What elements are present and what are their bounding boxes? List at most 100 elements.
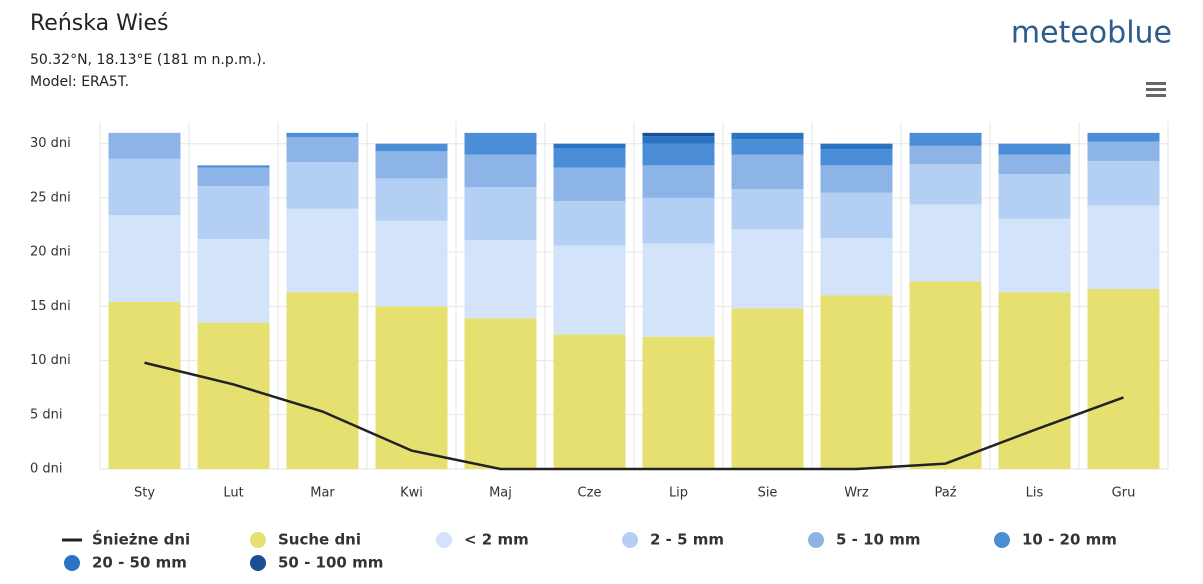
bar-segment: [820, 149, 893, 166]
legend-symbol: [436, 532, 452, 548]
x-tick-label: Cze: [578, 486, 602, 501]
bar-segment: [464, 318, 537, 469]
bar-segment: [909, 281, 982, 469]
legend-symbol: [994, 532, 1010, 548]
y-tick-label: 25 dni: [30, 190, 71, 205]
bar-segment: [731, 154, 804, 190]
x-tick-label: Kwi: [400, 486, 423, 501]
legend-symbol: [808, 532, 824, 548]
bar-segment: [998, 154, 1071, 175]
menu-bar: [1146, 88, 1166, 91]
y-tick-label: 0 dni: [30, 462, 63, 477]
bar-segment: [642, 136, 715, 144]
bar-segment: [998, 174, 1071, 219]
bar-segment: [642, 336, 715, 469]
bar-segment: [375, 178, 448, 221]
bar-segment: [909, 145, 982, 165]
bar-segment: [731, 308, 804, 469]
bar-segment: [553, 334, 626, 469]
bar-segment: [375, 143, 448, 152]
subtitle: 50.32°N, 18.13°E (181 m n.p.m.).: [30, 52, 266, 68]
y-tick-label: 15 dni: [30, 299, 71, 314]
bar-segment: [642, 243, 715, 337]
bar-segment: [375, 306, 448, 469]
bar-segment: [286, 208, 359, 293]
bar-segment: [1087, 141, 1160, 162]
bar-segment: [553, 167, 626, 202]
bar-segment: [553, 201, 626, 246]
bar-segment: [108, 215, 181, 303]
legend-label: 2 - 5 mm: [650, 531, 724, 549]
x-tick-label: Sie: [758, 486, 778, 501]
bar-segment: [820, 165, 893, 193]
bar-segment: [642, 197, 715, 244]
bar-segment: [1087, 288, 1160, 469]
y-tick-label: 5 dni: [30, 407, 63, 422]
menu-bar: [1146, 94, 1166, 97]
menu-bar: [1146, 82, 1166, 85]
x-tick-label: Maj: [489, 486, 512, 501]
bar-segment: [642, 143, 715, 166]
chart-title: Reńska Wieś: [30, 11, 168, 36]
bar-segment: [553, 143, 626, 149]
x-tick-label: Wrz: [844, 486, 869, 501]
bar-segment: [731, 189, 804, 230]
brand-logo: meteoblue: [1011, 16, 1172, 51]
bar-segment: [731, 139, 804, 155]
x-tick-label: Gru: [1112, 486, 1136, 501]
bar-segment: [553, 148, 626, 168]
bar-segment: [464, 187, 537, 241]
legend-label: 20 - 50 mm: [92, 554, 187, 572]
subtitle: Model: ERA5T.: [30, 74, 129, 90]
x-tick-label: Paź: [934, 486, 956, 501]
bar-segment: [998, 218, 1071, 293]
bar-segment: [1087, 161, 1160, 206]
bar-segment: [464, 132, 537, 155]
bar-segment: [375, 220, 448, 307]
bar-segment: [909, 164, 982, 205]
bar-segment: [820, 192, 893, 239]
bar-segment: [286, 162, 359, 209]
legend-label: 50 - 100 mm: [278, 554, 383, 572]
x-tick-label: Lut: [223, 486, 243, 501]
bar-segment: [998, 292, 1071, 469]
menu-button[interactable]: [1146, 82, 1166, 97]
y-tick-label: 30 dni: [30, 136, 71, 151]
bar-segment: [197, 239, 270, 323]
line-series: [144, 361, 1124, 471]
bar-segment: [108, 132, 181, 159]
bar-segment: [1087, 205, 1160, 289]
x-tick-label: Mar: [310, 486, 335, 501]
bar-segment: [820, 143, 893, 150]
bar-segment: [642, 132, 715, 137]
bar-segment: [820, 295, 893, 469]
y-tick-label: 10 dni: [30, 353, 71, 368]
legend-label: Śnieżne dni: [92, 530, 190, 549]
bar-segment: [820, 238, 893, 296]
bar-segment: [286, 292, 359, 469]
x-tick-label: Sty: [134, 486, 155, 501]
bar-segment: [108, 302, 181, 469]
bar-segment: [197, 167, 270, 186]
bar-segment: [197, 185, 270, 240]
bar-segment: [286, 132, 359, 138]
legend-symbol: [64, 555, 80, 571]
legend-label: Suche dni: [278, 531, 361, 549]
x-tick-label: Lis: [1026, 486, 1044, 501]
legend-symbol: [622, 532, 638, 548]
legend-label: 10 - 20 mm: [1022, 531, 1117, 549]
bar-segment: [197, 322, 270, 469]
legend-symbol: [250, 532, 266, 548]
x-tick-label: Lip: [669, 486, 688, 501]
legend-symbol: [250, 555, 266, 571]
y-tick-label: 20 dni: [30, 245, 71, 260]
bar-segment: [909, 204, 982, 282]
bar-segment: [286, 137, 359, 163]
bar-segment: [108, 158, 181, 216]
bar-segment: [464, 240, 537, 319]
bar-segment: [731, 229, 804, 309]
bar-segment: [197, 165, 270, 168]
bar-segment: [998, 143, 1071, 155]
bar-segment: [553, 245, 626, 335]
